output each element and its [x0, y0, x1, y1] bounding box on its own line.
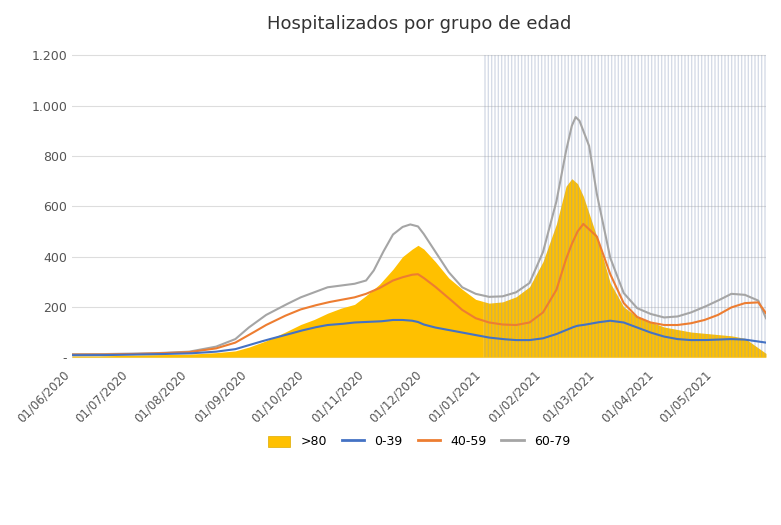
Bar — [483, 56, 766, 357]
Legend: >80, 0-39, 40-59, 60-79: >80, 0-39, 40-59, 60-79 — [263, 430, 575, 454]
Title: Hospitalizados por grupo de edad: Hospitalizados por grupo de edad — [267, 15, 571, 33]
